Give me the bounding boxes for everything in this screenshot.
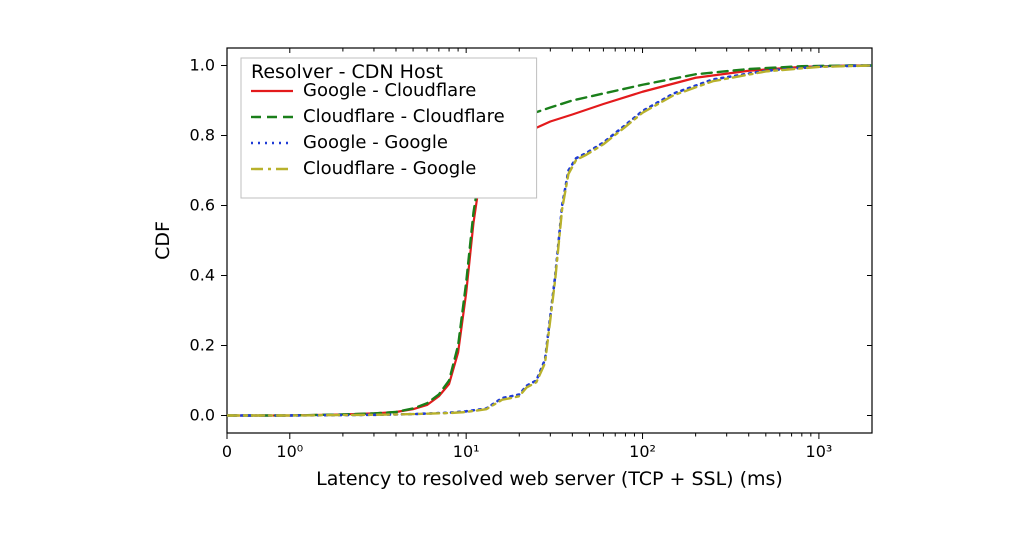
x-axis-label: Latency to resolved web server (TCP + SS… <box>316 468 783 490</box>
ytick-label: 0.6 <box>190 196 215 215</box>
legend-item-label: Cloudflare - Cloudflare <box>303 106 505 127</box>
ytick-label: 0.4 <box>190 266 215 285</box>
legend-item-label: Cloudflare - Google <box>303 158 476 179</box>
xtick-label: 10² <box>629 442 656 461</box>
xtick-label: 10³ <box>806 442 833 461</box>
chart-svg: 0.0 0.2 0.4 0.6 0.8 1.0 CDF 0 10⁰ 10¹ 10² 10³ Latenc… <box>122 28 902 508</box>
legend-item-label: Google - Google <box>303 132 448 153</box>
xtick-label: 0 <box>222 442 232 461</box>
legend: Resolver - CDN HostGoogle - CloudflareCl… <box>241 58 537 198</box>
ytick-label: 1.0 <box>190 56 215 75</box>
cdf-chart: 0.0 0.2 0.4 0.6 0.8 1.0 CDF 0 10⁰ 10¹ 10² 10³ Latenc… <box>122 28 902 508</box>
y-axis-label: CDF <box>152 221 174 260</box>
xtick-label: 10¹ <box>453 442 480 461</box>
ytick-label: 0.8 <box>190 126 215 145</box>
legend-item-label: Google - Cloudflare <box>303 80 476 101</box>
xtick-label: 10⁰ <box>276 442 303 461</box>
ytick-label: 0.0 <box>190 406 215 425</box>
ytick-label: 0.2 <box>190 336 215 355</box>
